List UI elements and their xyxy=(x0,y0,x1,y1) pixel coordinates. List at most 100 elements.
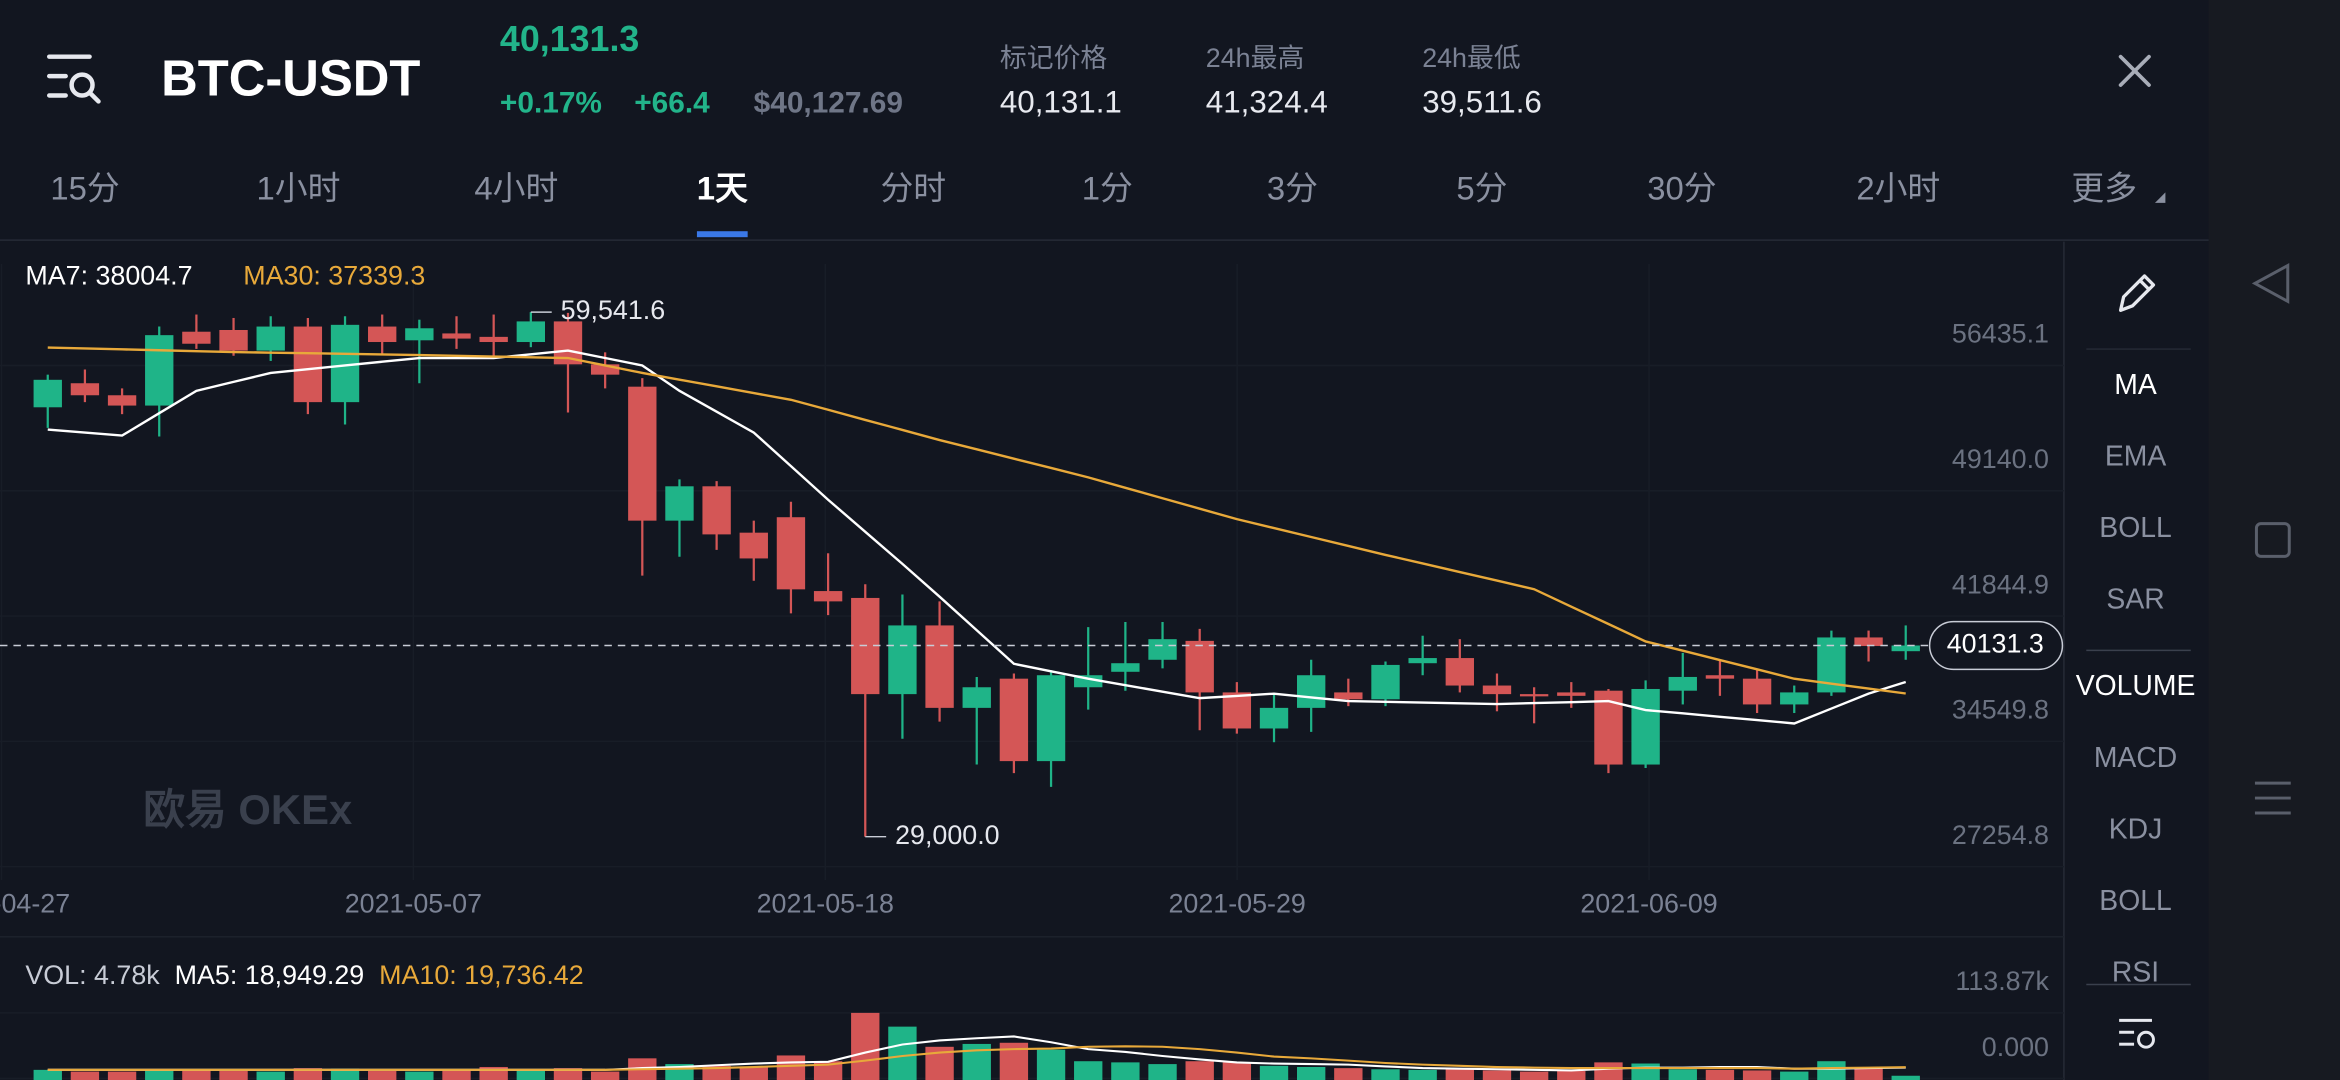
settings-button[interactable] xyxy=(2119,1018,2155,1049)
y-tick-label: 27254.8 xyxy=(1952,820,2049,850)
volume-bar xyxy=(553,1068,583,1080)
ma-line xyxy=(47,346,1906,695)
candle-body xyxy=(405,328,434,341)
stat-label: 24h最低 xyxy=(1422,43,1521,73)
candle-body xyxy=(1742,678,1772,705)
nav-back[interactable] xyxy=(2251,263,2290,304)
candle-body xyxy=(1111,663,1140,672)
candle-body xyxy=(813,591,843,602)
sub-indicator[interactable]: BOLL xyxy=(2099,885,2171,917)
candle-body xyxy=(1631,688,1660,765)
tab-underline xyxy=(696,231,748,238)
volume-bar xyxy=(888,1026,917,1080)
nav-home[interactable] xyxy=(2254,522,2291,558)
volume-bar xyxy=(182,1070,211,1080)
volume-bar xyxy=(851,1012,880,1080)
x-tick-label: 2021-05-07 xyxy=(345,889,482,919)
candle-body xyxy=(1780,692,1809,705)
low-annotation: 29,000.0 xyxy=(895,820,1000,850)
tab[interactable]: 1天 xyxy=(697,170,748,207)
volume-bar xyxy=(1259,1065,1289,1080)
last-price-box xyxy=(1928,620,2064,671)
close-button[interactable] xyxy=(2118,54,2151,87)
stat-value: 40,131.1 xyxy=(1000,85,1122,120)
volume-bar xyxy=(1742,1070,1772,1080)
x-tick-label: 2021-04-27 xyxy=(0,889,70,919)
volume-bar xyxy=(368,1071,397,1080)
volume-bar xyxy=(70,1071,100,1080)
candle-body xyxy=(368,326,397,343)
candle-body xyxy=(219,329,248,351)
volume-bar xyxy=(1557,1071,1586,1080)
tab[interactable]: 2小时 xyxy=(1856,170,1940,207)
tab[interactable]: 5分 xyxy=(1456,170,1507,207)
high-annotation: 59,541.6 xyxy=(561,295,666,325)
volume-bar xyxy=(145,1069,174,1080)
candle-body xyxy=(1519,694,1549,697)
volume-ma-line xyxy=(47,1045,1906,1071)
candle-body xyxy=(1334,692,1363,700)
volume-bar xyxy=(702,1065,731,1080)
sub-indicator[interactable]: VOLUME xyxy=(2076,670,2196,702)
tab[interactable]: 15分 xyxy=(50,170,119,207)
menu-button[interactable] xyxy=(47,54,101,104)
candle-body xyxy=(628,386,657,521)
candle-body xyxy=(888,625,917,695)
usd-price: $40,127.69 xyxy=(754,86,903,119)
tab[interactable]: 分时 xyxy=(880,170,946,207)
volume-label: MA5: 18,949.29 xyxy=(175,960,365,990)
candle-body xyxy=(1445,658,1474,686)
candle-body xyxy=(1482,685,1512,695)
change: +66.4 xyxy=(634,86,710,119)
x-tick-label: 2021-05-18 xyxy=(757,889,894,919)
nav-recent[interactable] xyxy=(2254,781,2291,815)
indicator[interactable]: BOLL xyxy=(2099,512,2171,544)
tab[interactable]: 1分 xyxy=(1082,170,1133,207)
candle-body xyxy=(962,687,991,708)
candle-body xyxy=(1259,707,1289,729)
volume-bar xyxy=(1408,1069,1437,1080)
indicator-menu: MA EMA BOLL SAR VOLUME MACD KDJ BOLL RSI xyxy=(2076,369,2196,989)
stat-label: 标记价格 xyxy=(1000,43,1108,73)
tab[interactable]: 30分 xyxy=(1647,170,1716,207)
draw-tool[interactable] xyxy=(2118,274,2156,312)
candle-body xyxy=(293,326,323,403)
y-tick-label: 34549.8 xyxy=(1952,695,2049,725)
grid: 56435.1 49140.0 41844.9 34549.8 27254.8 2021-… xyxy=(0,264,2064,1080)
volume-bar xyxy=(1036,1049,1066,1080)
sub-indicator[interactable]: RSI xyxy=(2112,957,2159,989)
tab[interactable]: 1小时 xyxy=(257,170,341,207)
volume-bar xyxy=(1371,1069,1400,1080)
y-tick-label: 113.87k xyxy=(1955,966,2049,996)
volume-bar xyxy=(1668,1069,1697,1080)
volume-label: VOL: 4.78k xyxy=(25,960,160,990)
candle-body xyxy=(590,364,620,375)
candle-body xyxy=(1222,692,1252,729)
volume-bar xyxy=(1074,1061,1103,1080)
candle-body xyxy=(107,395,137,406)
sub-indicator[interactable]: KDJ xyxy=(2109,813,2163,845)
indicator[interactable]: EMA xyxy=(2105,440,2167,472)
symbol[interactable]: BTC-USDT xyxy=(161,49,420,106)
volume-bar xyxy=(1482,1070,1512,1080)
indicator[interactable]: MA xyxy=(2114,369,2157,401)
sub-indicator[interactable]: MACD xyxy=(2094,742,2177,774)
candle-body xyxy=(925,625,954,708)
volume-bar xyxy=(1334,1068,1363,1080)
tab[interactable]: 4小时 xyxy=(474,170,558,207)
tab[interactable]: 3分 xyxy=(1267,170,1318,207)
last-price-label: 40131.3 xyxy=(1947,629,2044,659)
indicator[interactable]: SAR xyxy=(2106,584,2164,616)
volume-bar xyxy=(1817,1061,1846,1080)
candle-body xyxy=(1668,676,1697,691)
candle-body xyxy=(1148,639,1177,660)
volume-bar xyxy=(776,1055,806,1080)
last-price: 40,131.3 xyxy=(500,19,639,59)
tab[interactable]: 更多 xyxy=(2071,170,2137,207)
candle-body xyxy=(70,383,100,396)
volume-bar xyxy=(256,1071,285,1080)
volume-bar xyxy=(590,1071,620,1080)
volume-bar xyxy=(33,1069,62,1080)
candle-body xyxy=(665,486,694,521)
